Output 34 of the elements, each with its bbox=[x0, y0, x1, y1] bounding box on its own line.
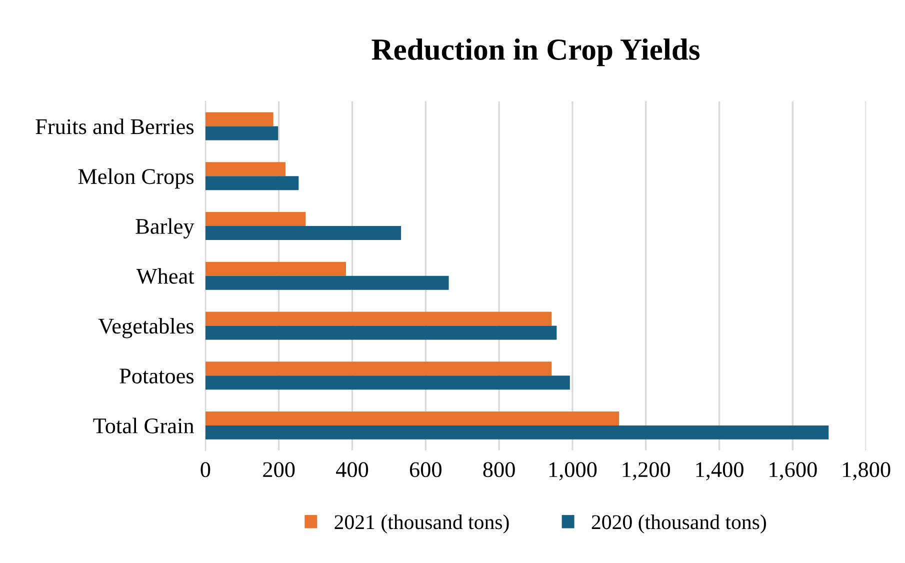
x-tick-label: 600 bbox=[410, 462, 442, 478]
x-tick-label: 1,600 bbox=[770, 462, 817, 480]
bar bbox=[205, 362, 552, 376]
bar bbox=[205, 112, 274, 126]
x-tick-label: 800 bbox=[483, 462, 515, 478]
bar bbox=[205, 425, 829, 440]
x-tick-label: 1,800 bbox=[843, 462, 890, 480]
bar bbox=[205, 262, 346, 276]
x-tick-label: 0 bbox=[200, 462, 210, 478]
legend-label: 2020 (thousand tons) bbox=[592, 514, 766, 534]
bar bbox=[205, 212, 306, 226]
y-tick-label: Fruits and Berries bbox=[36, 118, 194, 134]
chart-title: Reduction in Crop Yields bbox=[372, 38, 700, 66]
bar bbox=[205, 162, 286, 176]
y-tick-label: Barley bbox=[136, 218, 194, 239]
bar bbox=[205, 312, 552, 326]
y-tick-label: Potatoes bbox=[120, 368, 194, 384]
x-tick-label: 400 bbox=[336, 462, 368, 478]
legend-label: 2021 (thousand tons) bbox=[334, 514, 509, 534]
y-tick-label: Wheat bbox=[136, 268, 194, 284]
x-tick-label: 1,200 bbox=[622, 462, 670, 480]
bar bbox=[205, 326, 557, 340]
bar bbox=[205, 126, 278, 140]
bar bbox=[205, 412, 620, 426]
x-tick-label: 200 bbox=[263, 462, 295, 478]
bar bbox=[205, 376, 570, 390]
x-tick-label: 1,000 bbox=[549, 462, 597, 480]
x-tick-label: 1,400 bbox=[696, 462, 744, 480]
y-tick-label: Melon Crops bbox=[78, 168, 194, 189]
bar bbox=[205, 226, 402, 240]
bar bbox=[205, 176, 299, 190]
y-tick-label: Vegetables bbox=[98, 318, 194, 338]
y-tick-label: Total Grain bbox=[93, 418, 194, 434]
bar bbox=[205, 276, 449, 290]
